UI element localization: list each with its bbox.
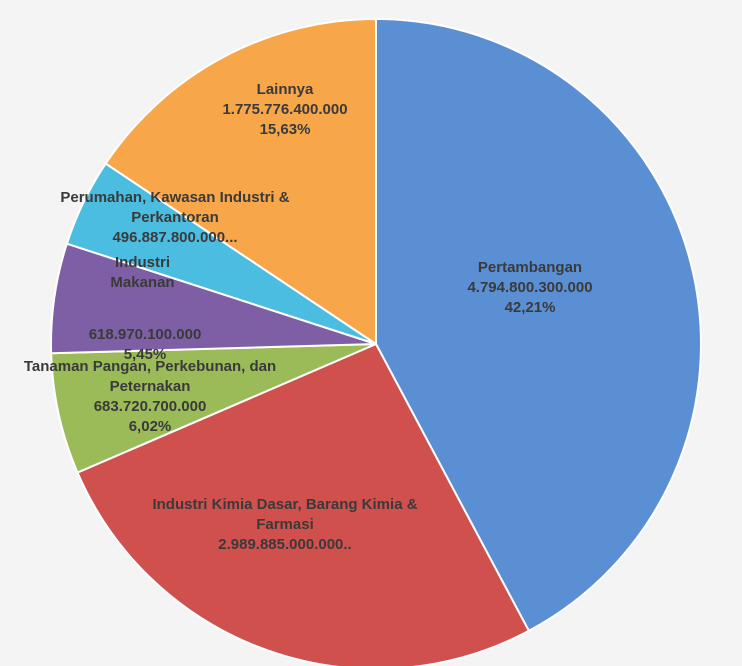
category-label: Industri Kimia Dasar, Barang Kimia & Far… [152, 496, 418, 533]
value-label: 618.970.100.000 [88, 326, 202, 343]
data-label: Industri Kimia Dasar, Barang Kimia & Far… [125, 495, 445, 555]
data-label: Lainnya 1.775.776.400.000 15,63% [185, 80, 385, 140]
category-label: Pertambangan [477, 259, 583, 276]
data-label: Tanaman Pangan, Perkebunan, dan Peternak… [5, 357, 295, 437]
pie-slice [50, 343, 377, 474]
value-label: 1.775.776.400.000 [222, 101, 348, 118]
category-label: Industri Makanan [110, 254, 175, 291]
category-label: Lainnya [256, 81, 314, 98]
data-label: Pertambangan 4.794.800.300.000 42,21% [430, 258, 630, 318]
value-label: 496.887.800.000... [112, 229, 238, 246]
pie-slice [375, 17, 702, 633]
percentage-label: 5,45% [123, 346, 167, 363]
value-label: 683.720.700.000 [93, 398, 207, 415]
data-label: 618.970.100.000 5,45% [75, 325, 215, 365]
percentage-label: 42,21% [504, 299, 556, 316]
percentage-label: 6,02% [128, 418, 172, 435]
value-label: 4.794.800.300.000 [467, 279, 593, 296]
data-label: Perumahan, Kawasan Industri & Perkantora… [35, 188, 315, 248]
data-label: Industri Makanan [95, 253, 190, 293]
category-label: Tanaman Pangan, Perkebunan, dan Peternak… [23, 358, 277, 395]
percentage-label: 15,63% [259, 121, 311, 138]
category-label: Perumahan, Kawasan Industri & Perkantora… [60, 189, 290, 226]
pie-slice [104, 17, 377, 346]
value-label: 2.989.885.000.000.. [218, 536, 352, 553]
